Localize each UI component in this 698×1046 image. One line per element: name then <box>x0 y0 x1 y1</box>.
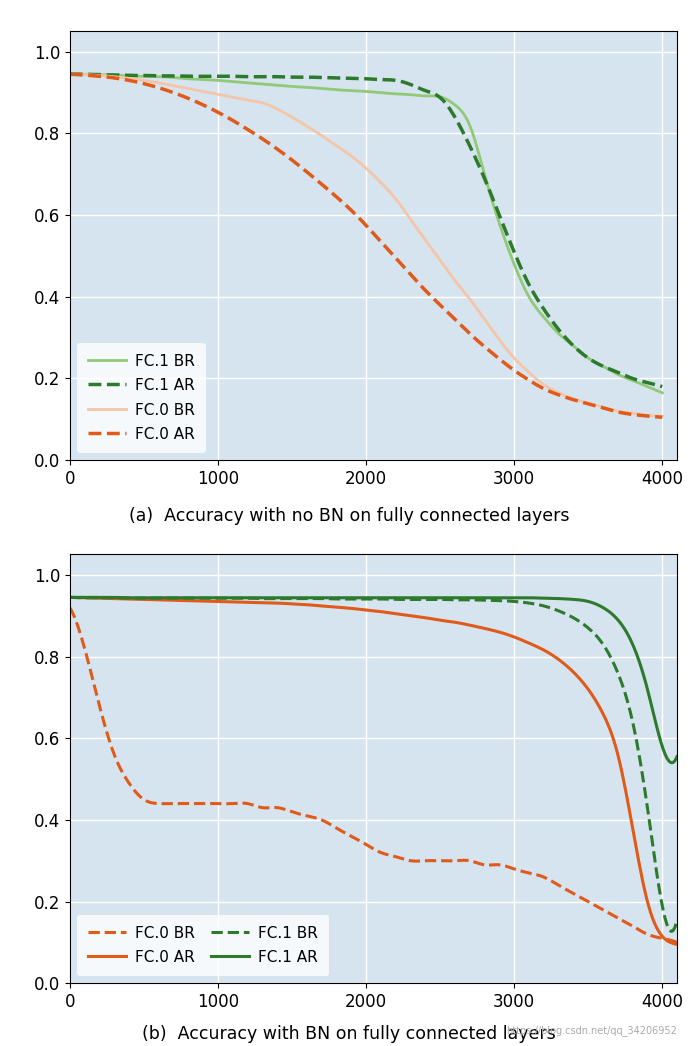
Text: https://blog.csdn.net/qq_34206952: https://blog.csdn.net/qq_34206952 <box>506 1025 677 1036</box>
Legend: FC.0 BR, FC.0 AR, FC.1 BR, FC.1 AR: FC.0 BR, FC.0 AR, FC.1 BR, FC.1 AR <box>77 915 329 976</box>
Text: (a)  Accuracy with no BN on fully connected layers: (a) Accuracy with no BN on fully connect… <box>128 507 570 525</box>
Text: (b)  Accuracy with BN on fully connected layers: (b) Accuracy with BN on fully connected … <box>142 1025 556 1043</box>
Legend: FC.1 BR, FC.1 AR, FC.0 BR, FC.0 AR: FC.1 BR, FC.1 AR, FC.0 BR, FC.0 AR <box>77 343 206 453</box>
